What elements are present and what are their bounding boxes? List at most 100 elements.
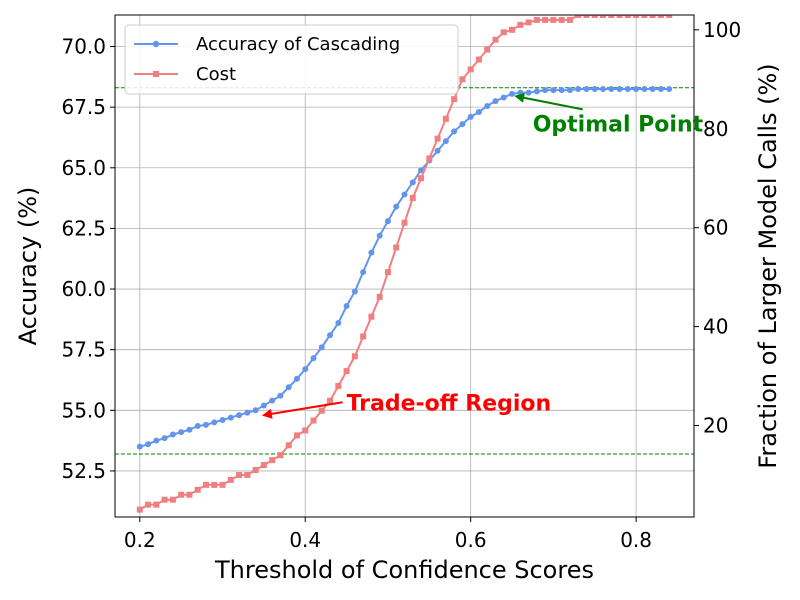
data-point-accuracy-of-cascading bbox=[169, 431, 176, 438]
data-point-accuracy-of-cascading bbox=[500, 94, 507, 101]
data-point-accuracy-of-cascading bbox=[343, 303, 350, 310]
y-tick-label: 52.5 bbox=[61, 459, 106, 483]
data-point-accuracy-of-cascading bbox=[219, 416, 226, 423]
data-point-accuracy-of-cascading bbox=[260, 402, 267, 409]
data-point-accuracy-of-cascading bbox=[293, 375, 300, 382]
data-point-cost bbox=[178, 491, 185, 498]
data-point-cost bbox=[542, 16, 549, 23]
y-right-tick-label: 20 bbox=[703, 414, 728, 438]
data-point-accuracy-of-cascading bbox=[310, 355, 317, 362]
data-point-cost bbox=[277, 452, 284, 459]
data-point-accuracy-of-cascading bbox=[327, 332, 334, 339]
data-point-cost bbox=[467, 66, 474, 73]
data-point-cost bbox=[657, 15, 664, 18]
annotation-arrow-trade-off-region bbox=[261, 401, 343, 419]
data-point-cost bbox=[169, 496, 176, 503]
data-point-cost bbox=[533, 16, 540, 23]
data-point-cost bbox=[260, 462, 267, 469]
data-point-accuracy-of-cascading bbox=[211, 419, 218, 426]
data-point-accuracy-of-cascading bbox=[608, 85, 615, 92]
data-point-accuracy-of-cascading bbox=[418, 167, 425, 174]
y-tick-label: 57.5 bbox=[61, 338, 106, 362]
data-point-cost bbox=[649, 15, 656, 18]
data-point-cost bbox=[624, 15, 631, 18]
data-point-accuracy-of-cascading bbox=[194, 423, 201, 430]
y-tick-label: 65.0 bbox=[61, 156, 106, 180]
plot-frame bbox=[114, 14, 695, 518]
data-point-cost bbox=[227, 476, 234, 483]
data-point-accuracy-of-cascading bbox=[285, 384, 292, 391]
data-point-cost bbox=[616, 15, 623, 18]
data-point-cost bbox=[269, 457, 276, 464]
data-point-accuracy-of-cascading bbox=[451, 128, 458, 135]
data-point-cost bbox=[409, 194, 416, 201]
data-point-cost bbox=[451, 96, 458, 103]
data-point-cost bbox=[376, 293, 383, 300]
data-point-accuracy-of-cascading bbox=[161, 435, 168, 442]
data-point-accuracy-of-cascading bbox=[393, 203, 400, 210]
data-point-cost bbox=[384, 269, 391, 276]
data-point-cost bbox=[186, 491, 193, 498]
data-point-cost bbox=[575, 15, 582, 18]
x-tick-label: 0.4 bbox=[289, 528, 321, 552]
data-point-cost bbox=[666, 15, 673, 18]
y-axis-right: 20 40 60 80 100 bbox=[694, 18, 741, 438]
legend-label-accuracy: Accuracy of Cascading bbox=[196, 34, 400, 55]
data-point-accuracy-of-cascading bbox=[202, 421, 209, 428]
data-point-accuracy-of-cascading bbox=[467, 113, 474, 120]
data-point-cost bbox=[368, 313, 375, 320]
data-point-accuracy-of-cascading bbox=[145, 441, 152, 448]
data-point-cost bbox=[318, 407, 325, 414]
data-point-accuracy-of-cascading bbox=[459, 121, 466, 128]
data-point-accuracy-of-cascading bbox=[384, 218, 391, 225]
data-point-accuracy-of-cascading bbox=[227, 414, 234, 421]
data-point-accuracy-of-cascading bbox=[533, 88, 540, 95]
y-right-tick-label: 60 bbox=[703, 216, 728, 240]
data-point-accuracy-of-cascading bbox=[633, 85, 640, 92]
data-point-accuracy-of-cascading bbox=[351, 288, 358, 295]
annotation-trade-off-region: Trade-off Region bbox=[347, 391, 552, 416]
x-tick-label: 0.8 bbox=[620, 528, 652, 552]
data-point-cost bbox=[558, 16, 565, 23]
data-point-accuracy-of-cascading bbox=[269, 397, 276, 404]
legend-marker-accuracy bbox=[152, 40, 160, 48]
data-point-cost bbox=[285, 442, 292, 449]
y-right-tick-label: 100 bbox=[703, 18, 741, 42]
data-point-accuracy-of-cascading bbox=[335, 319, 342, 326]
legend-label-cost: Cost bbox=[196, 64, 236, 85]
data-point-accuracy-of-cascading bbox=[409, 179, 416, 186]
data-point-cost bbox=[136, 506, 143, 513]
legend-entry-accuracy: Accuracy of Cascading bbox=[134, 34, 400, 55]
data-point-cost bbox=[608, 15, 615, 18]
data-point-cost bbox=[393, 244, 400, 251]
data-point-accuracy-of-cascading bbox=[318, 344, 325, 351]
y-tick-label: 67.5 bbox=[61, 95, 106, 119]
data-point-accuracy-of-cascading bbox=[657, 85, 664, 92]
data-point-cost bbox=[351, 353, 358, 360]
y-tick-label: 55.0 bbox=[61, 398, 106, 422]
data-point-accuracy-of-cascading bbox=[616, 85, 623, 92]
data-point-accuracy-of-cascading bbox=[575, 85, 582, 92]
data-point-accuracy-of-cascading bbox=[442, 138, 449, 145]
data-point-cost bbox=[252, 467, 259, 474]
x-tick-label: 0.6 bbox=[455, 528, 487, 552]
data-point-accuracy-of-cascading bbox=[525, 89, 532, 96]
x-tick-label: 0.2 bbox=[124, 528, 156, 552]
data-point-accuracy-of-cascading bbox=[360, 269, 367, 276]
data-point-cost bbox=[302, 427, 309, 434]
data-point-cost bbox=[145, 501, 152, 508]
data-point-cost bbox=[633, 15, 640, 18]
data-point-accuracy-of-cascading bbox=[509, 90, 516, 97]
data-point-accuracy-of-cascading bbox=[624, 85, 631, 92]
data-point-accuracy-of-cascading bbox=[475, 109, 482, 116]
data-point-accuracy-of-cascading bbox=[542, 87, 549, 94]
data-point-accuracy-of-cascading bbox=[178, 429, 185, 436]
x-axis-title: Threshold of Confidence Scores bbox=[214, 556, 594, 584]
data-point-accuracy-of-cascading bbox=[153, 437, 160, 444]
data-point-accuracy-of-cascading bbox=[302, 366, 309, 373]
y-axis-left: 52.5 55.0 57.5 60.0 62.5 65.0 67.5 70.0 bbox=[61, 35, 115, 483]
data-point-accuracy-of-cascading bbox=[666, 85, 673, 92]
data-point-cost bbox=[310, 417, 317, 424]
data-point-cost bbox=[591, 15, 598, 18]
data-point-cost bbox=[343, 368, 350, 375]
